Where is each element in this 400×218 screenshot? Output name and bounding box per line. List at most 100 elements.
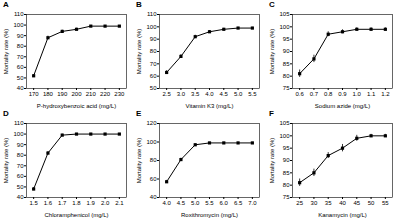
html-text:D: D <box>3 109 9 118</box>
svg-text:5.5: 5.5 <box>205 200 214 206</box>
svg-text:Mortality rate (%): Mortality rate (%) <box>136 29 142 75</box>
svg-text:5.0: 5.0 <box>234 91 243 97</box>
svg-text:Mortality rate (%): Mortality rate (%) <box>269 138 275 184</box>
svg-text:1.7: 1.7 <box>58 200 67 206</box>
svg-text:110: 110 <box>147 11 157 17</box>
svg-text:200: 200 <box>71 91 82 97</box>
svg-text:4.0: 4.0 <box>162 200 171 206</box>
svg-text:100: 100 <box>146 24 157 30</box>
svg-text:75: 75 <box>283 194 290 200</box>
html-text:A: A <box>3 0 9 9</box>
svg-text:70: 70 <box>17 163 24 169</box>
svg-text:1.0: 1.0 <box>353 91 362 97</box>
svg-text:55: 55 <box>382 200 389 206</box>
svg-text:80: 80 <box>150 48 157 54</box>
svg-text:210: 210 <box>86 91 97 97</box>
svg-text:7.0: 7.0 <box>248 200 257 206</box>
svg-text:120: 120 <box>146 120 157 126</box>
svg-text:90: 90 <box>283 48 290 54</box>
svg-text:4.5: 4.5 <box>177 200 186 206</box>
svg-text:105: 105 <box>279 120 290 126</box>
svg-text:Mortality rate (%): Mortality rate (%) <box>3 138 9 184</box>
svg-text:60: 60 <box>17 64 24 70</box>
svg-text:1.9: 1.9 <box>87 200 96 206</box>
svg-text:190: 190 <box>57 91 68 97</box>
svg-text:Kanamycin (mg/L): Kanamycin (mg/L) <box>318 212 367 218</box>
svg-text:230: 230 <box>114 91 125 97</box>
svg-text:0.8: 0.8 <box>324 91 333 97</box>
svg-text:2.5: 2.5 <box>162 91 171 97</box>
svg-text:45: 45 <box>353 200 360 206</box>
svg-text:6.0: 6.0 <box>220 200 229 206</box>
svg-text:80: 80 <box>283 73 290 79</box>
svg-text:110: 110 <box>14 11 24 17</box>
svg-text:6.5: 6.5 <box>234 200 243 206</box>
svg-text:90: 90 <box>283 157 290 163</box>
svg-text:1.6: 1.6 <box>44 200 53 206</box>
svg-text:100: 100 <box>146 139 157 145</box>
svg-text:5.5: 5.5 <box>248 91 257 97</box>
svg-text:2.0: 2.0 <box>101 200 110 206</box>
svg-text:Mortality rate (%): Mortality rate (%) <box>136 138 142 184</box>
svg-text:110: 110 <box>14 120 24 126</box>
svg-text:95: 95 <box>283 36 290 42</box>
svg-text:100: 100 <box>13 131 24 137</box>
svg-text:35: 35 <box>325 200 332 206</box>
svg-text:40: 40 <box>339 200 346 206</box>
svg-text:90: 90 <box>17 33 24 39</box>
svg-text:1.1: 1.1 <box>367 91 376 97</box>
svg-text:90: 90 <box>150 36 157 42</box>
svg-text:40: 40 <box>17 85 24 91</box>
svg-text:Mortality rate (%): Mortality rate (%) <box>3 29 9 75</box>
svg-text:50: 50 <box>150 85 157 91</box>
svg-text:40: 40 <box>150 194 157 200</box>
svg-text:60: 60 <box>17 173 24 179</box>
svg-text:170: 170 <box>29 91 40 97</box>
svg-text:3.0: 3.0 <box>177 91 186 97</box>
svg-text:25: 25 <box>296 200 303 206</box>
svg-text:Sodium azide (mg/L): Sodium azide (mg/L) <box>315 103 370 109</box>
html-text:B: B <box>136 0 142 9</box>
svg-text:90: 90 <box>17 142 24 148</box>
svg-text:0.7: 0.7 <box>310 91 319 97</box>
svg-text:95: 95 <box>283 145 290 151</box>
svg-text:70: 70 <box>150 61 157 67</box>
svg-text:85: 85 <box>283 170 290 176</box>
svg-text:Chloramphenicol (mg/L): Chloramphenicol (mg/L) <box>44 212 108 218</box>
svg-text:30: 30 <box>311 200 318 206</box>
svg-text:2.1: 2.1 <box>115 200 124 206</box>
svg-text:4.5: 4.5 <box>220 91 229 97</box>
svg-text:50: 50 <box>17 75 24 81</box>
svg-text:50: 50 <box>368 200 375 206</box>
svg-text:75: 75 <box>283 85 290 91</box>
svg-text:0.6: 0.6 <box>295 91 304 97</box>
svg-text:1.8: 1.8 <box>72 200 81 206</box>
svg-text:100: 100 <box>13 22 24 28</box>
svg-text:80: 80 <box>17 43 24 49</box>
svg-text:0.9: 0.9 <box>338 91 347 97</box>
svg-text:Vitamin K3 (mg/L): Vitamin K3 (mg/L) <box>186 103 234 109</box>
svg-text:105: 105 <box>279 11 290 17</box>
svg-text:80: 80 <box>150 157 157 163</box>
svg-text:4.0: 4.0 <box>205 91 214 97</box>
html-text:C: C <box>269 0 275 9</box>
svg-text:100: 100 <box>279 133 290 139</box>
svg-text:3.5: 3.5 <box>191 91 200 97</box>
svg-text:220: 220 <box>100 91 111 97</box>
svg-text:5.0: 5.0 <box>191 200 200 206</box>
svg-text:60: 60 <box>150 176 157 182</box>
svg-text:1.2: 1.2 <box>381 91 390 97</box>
svg-text:80: 80 <box>17 152 24 158</box>
svg-text:70: 70 <box>17 54 24 60</box>
svg-text:1.5: 1.5 <box>29 200 38 206</box>
svg-text:180: 180 <box>43 91 54 97</box>
svg-text:50: 50 <box>17 184 24 190</box>
svg-text:60: 60 <box>150 73 157 79</box>
svg-text:P-hydroxybenzoic acid (mg/L): P-hydroxybenzoic acid (mg/L) <box>37 103 116 109</box>
svg-text:40: 40 <box>17 194 24 200</box>
svg-text:Roxithromycin (mg/L): Roxithromycin (mg/L) <box>181 212 238 218</box>
svg-text:Mortality rate (%): Mortality rate (%) <box>269 29 275 75</box>
svg-text:100: 100 <box>279 24 290 30</box>
svg-text:80: 80 <box>283 182 290 188</box>
svg-text:85: 85 <box>283 61 290 67</box>
